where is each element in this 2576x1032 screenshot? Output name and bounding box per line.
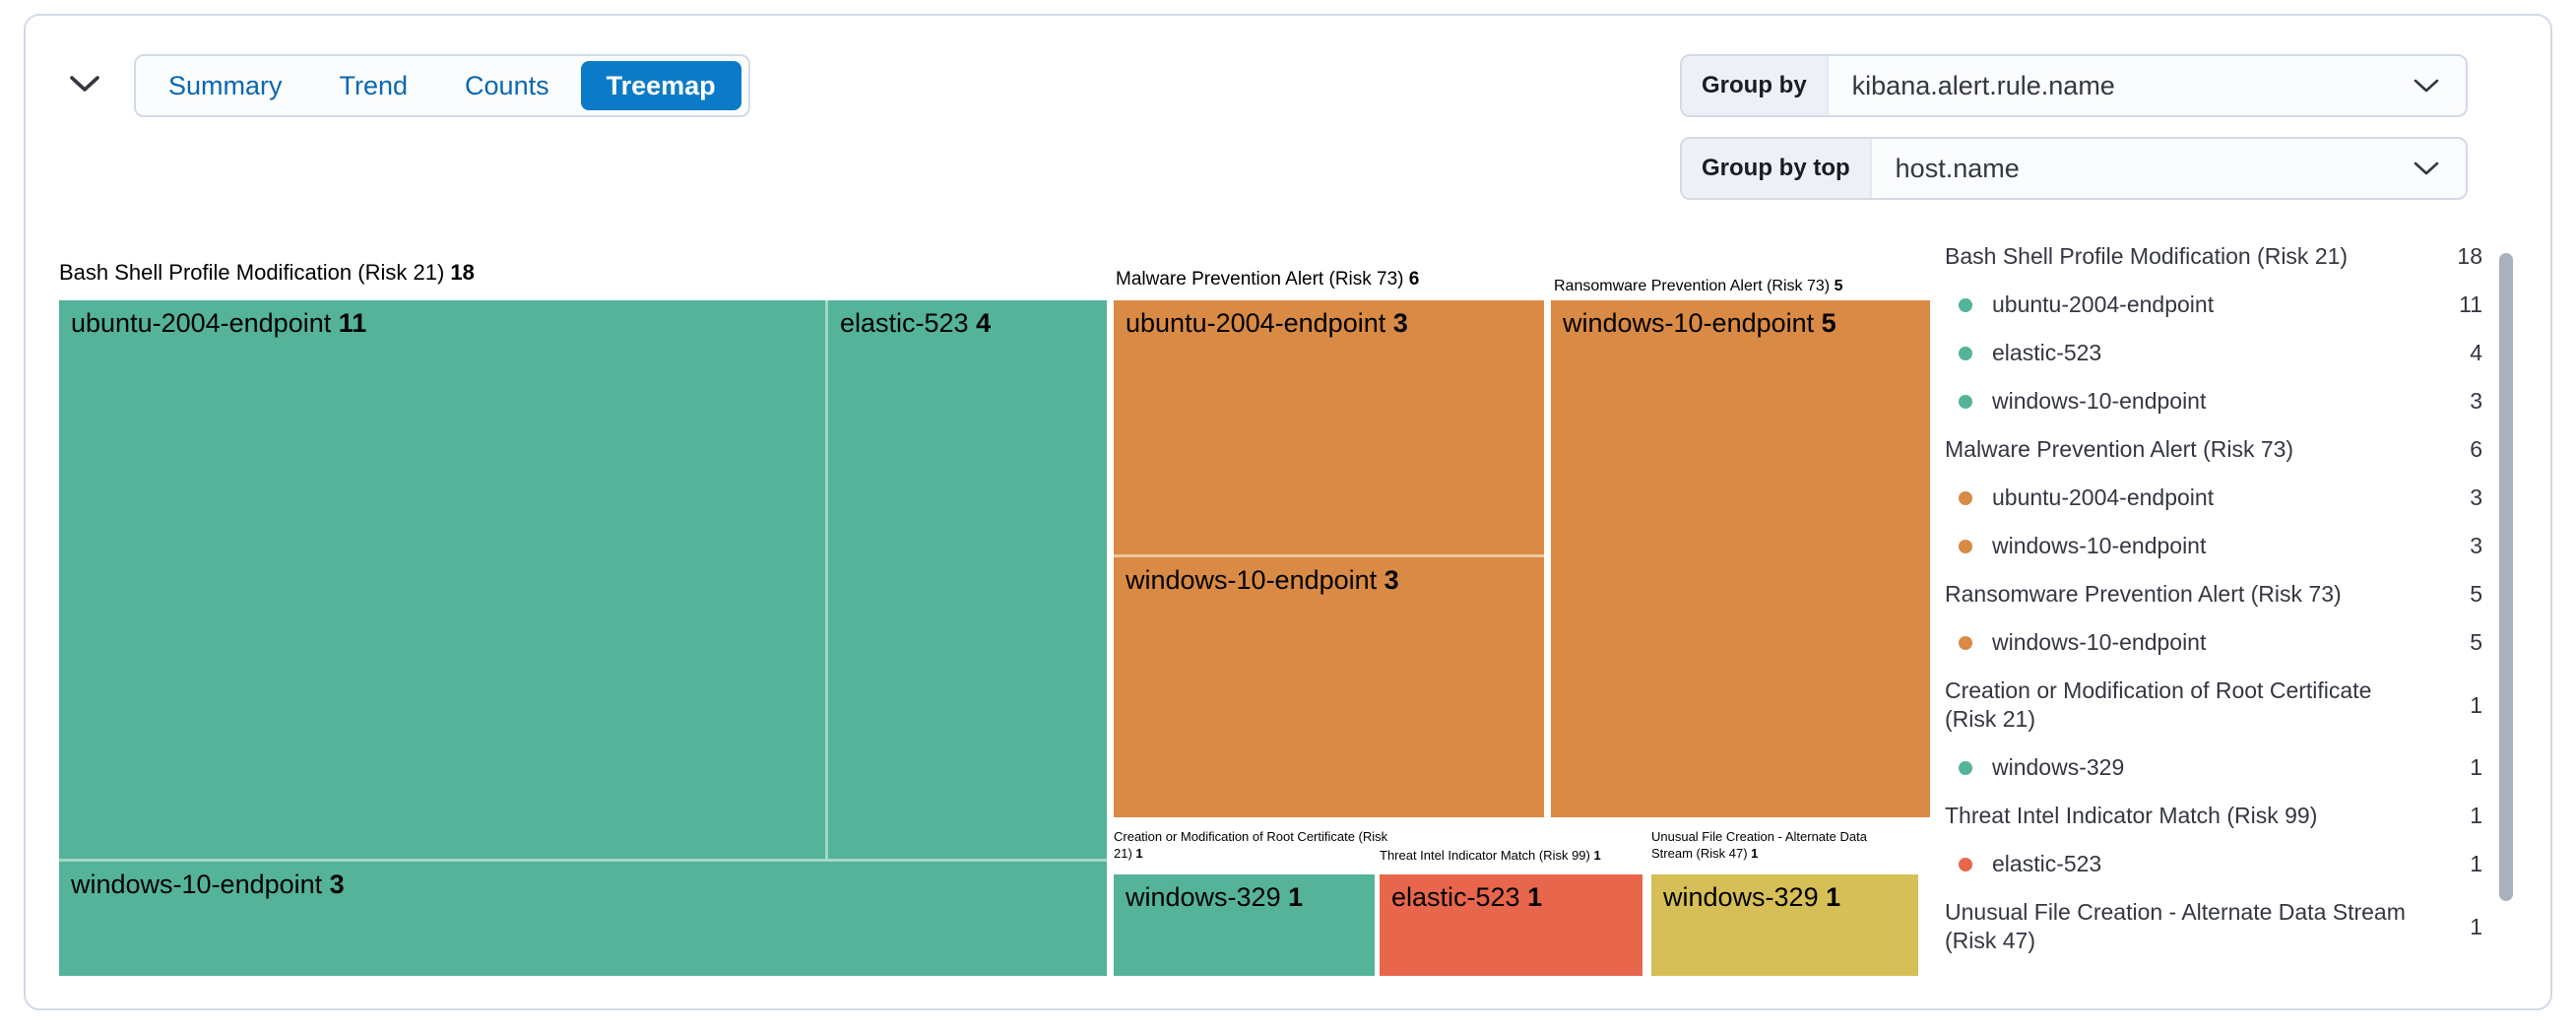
- group-by-value: kibana.alert.rule.name: [1851, 70, 2115, 100]
- legend-count: 1: [2470, 851, 2482, 876]
- chart-legend: Bash Shell Profile Modification (Risk 21…: [1945, 242, 2482, 975]
- treemap-cell[interactable]: windows-329 1: [1651, 874, 1918, 976]
- group-by-label: Group by: [1682, 56, 1829, 115]
- legend-label: Ransomware Prevention Alert (Risk 73): [1945, 581, 2342, 607]
- legend-item-row[interactable]: windows-10-endpoint 5: [1945, 628, 2482, 657]
- legend-color-dot-icon: [1959, 297, 1972, 312]
- legend-item-row[interactable]: windows-10-endpoint 3: [1945, 532, 2482, 560]
- legend-group-row[interactable]: Creation or Modification of Root Certifi…: [1945, 677, 2482, 734]
- legend-color-dot-icon: [1959, 635, 1972, 650]
- treemap-cell[interactable]: windows-10-endpoint 5: [1551, 300, 1930, 817]
- legend-label: Bash Shell Profile Modification (Risk 21…: [1945, 243, 2349, 269]
- legend-label: elastic-523: [1992, 340, 2102, 365]
- treemap-cell[interactable]: windows-10-endpoint 3: [1114, 557, 1544, 817]
- legend-count: 6: [2470, 436, 2482, 462]
- legend-item-row[interactable]: windows-10-endpoint 3: [1945, 387, 2482, 416]
- group-by-select[interactable]: Group by kibana.alert.rule.name: [1680, 54, 2468, 117]
- legend-label: windows-329: [1992, 754, 2125, 780]
- group-by-top-label: Group by top: [1682, 139, 1872, 198]
- legend-color-dot-icon: [1959, 346, 1972, 360]
- legend-group-row[interactable]: Threat Intel Indicator Match (Risk 99) 1: [1945, 802, 2482, 830]
- legend-group-row[interactable]: Malware Prevention Alert (Risk 73) 6: [1945, 435, 2482, 464]
- tab-counts[interactable]: Counts: [439, 61, 575, 110]
- treemap-group-title: Malware Prevention Alert (Risk 73) 6: [1116, 269, 1420, 290]
- legend-item-row[interactable]: ubuntu-2004-endpoint 11: [1945, 290, 2482, 319]
- legend-count: 1: [2470, 803, 2482, 828]
- tab-treemap[interactable]: Treemap: [580, 61, 741, 110]
- treemap-group-title: Ransomware Prevention Alert (Risk 73) 5: [1554, 278, 1843, 294]
- chevron-down-icon: [2413, 56, 2466, 115]
- legend-item-row[interactable]: elastic-523 4: [1945, 339, 2482, 367]
- legend-item-row[interactable]: elastic-523 1: [1945, 850, 2482, 878]
- legend-count: 3: [2470, 388, 2482, 414]
- legend-label: windows-10-endpoint: [1992, 629, 2207, 655]
- legend-group-row[interactable]: Unusual File Creation - Alternate Data S…: [1945, 898, 2482, 955]
- treemap-cell[interactable]: windows-329 1: [1114, 874, 1375, 976]
- view-tab-group: Summary Trend Counts Treemap: [134, 54, 750, 117]
- treemap-cell[interactable]: ubuntu-2004-endpoint 3: [1114, 300, 1544, 554]
- legend-color-dot-icon: [1959, 394, 1972, 409]
- treemap-group-title: Bash Shell Profile Modification (Risk 21…: [59, 260, 475, 285]
- legend-count: 11: [2459, 291, 2482, 317]
- legend-label: ubuntu-2004-endpoint: [1992, 484, 2215, 510]
- legend-group-row[interactable]: Ransomware Prevention Alert (Risk 73) 5: [1945, 580, 2482, 609]
- legend-count: 1: [2470, 691, 2482, 718]
- group-by-top-value: host.name: [1895, 153, 2020, 183]
- legend-label: ubuntu-2004-endpoint: [1992, 291, 2215, 317]
- treemap-group: ubuntu-2004-endpoint 3 windows-10-endpoi…: [1114, 300, 1544, 817]
- treemap-cell[interactable]: ubuntu-2004-endpoint 11: [59, 300, 825, 859]
- legend-label: Threat Intel Indicator Match (Risk 99): [1945, 803, 2318, 828]
- legend-count: 1: [2470, 913, 2482, 939]
- legend-count: 4: [2470, 340, 2482, 365]
- tab-summary[interactable]: Summary: [143, 61, 308, 110]
- legend-color-dot-icon: [1959, 539, 1972, 553]
- tab-trend[interactable]: Trend: [314, 61, 434, 110]
- legend-color-dot-icon: [1959, 857, 1972, 871]
- treemap-group: ubuntu-2004-endpoint 11 elastic-523 4 wi…: [59, 300, 1107, 976]
- legend-label: Malware Prevention Alert (Risk 73): [1945, 436, 2294, 462]
- legend-count: 3: [2470, 533, 2482, 558]
- chevron-down-icon: [68, 73, 101, 97]
- treemap-group-title: Unusual File Creation - Alternate Data S…: [1651, 829, 1867, 861]
- legend-count: 5: [2470, 581, 2482, 607]
- legend-label: elastic-523: [1992, 851, 2102, 876]
- legend-label: Creation or Modification of Root Certifi…: [1945, 677, 2372, 732]
- legend-count: 1: [2470, 754, 2482, 780]
- legend-count: 18: [2457, 243, 2482, 269]
- legend-label: Unusual File Creation - Alternate Data S…: [1945, 899, 2406, 953]
- treemap-cell[interactable]: elastic-523 1: [1380, 874, 1642, 976]
- treemap-group-title: Threat Intel Indicator Match (Risk 99) 1: [1380, 848, 1601, 863]
- group-by-top-select[interactable]: Group by top host.name: [1680, 137, 2468, 200]
- legend-color-dot-icon: [1959, 760, 1972, 775]
- legend-color-dot-icon: [1959, 490, 1972, 505]
- collapse-panel-button[interactable]: [61, 61, 108, 108]
- legend-item-row[interactable]: windows-329 1: [1945, 753, 2482, 782]
- treemap-cell[interactable]: windows-10-endpoint 3: [59, 862, 1107, 976]
- chevron-down-icon: [2413, 139, 2466, 198]
- legend-group-row[interactable]: Bash Shell Profile Modification (Risk 21…: [1945, 242, 2482, 271]
- legend-count: 3: [2470, 484, 2482, 510]
- legend-item-row[interactable]: ubuntu-2004-endpoint 3: [1945, 484, 2482, 512]
- treemap-group-title: Creation or Modification of Root Certifi…: [1114, 829, 1388, 861]
- legend-scrollbar-thumb[interactable]: [2499, 253, 2513, 901]
- legend-count: 5: [2470, 629, 2482, 655]
- legend-label: windows-10-endpoint: [1992, 388, 2207, 414]
- legend-label: windows-10-endpoint: [1992, 533, 2207, 558]
- treemap-cell[interactable]: elastic-523 4: [828, 300, 1107, 859]
